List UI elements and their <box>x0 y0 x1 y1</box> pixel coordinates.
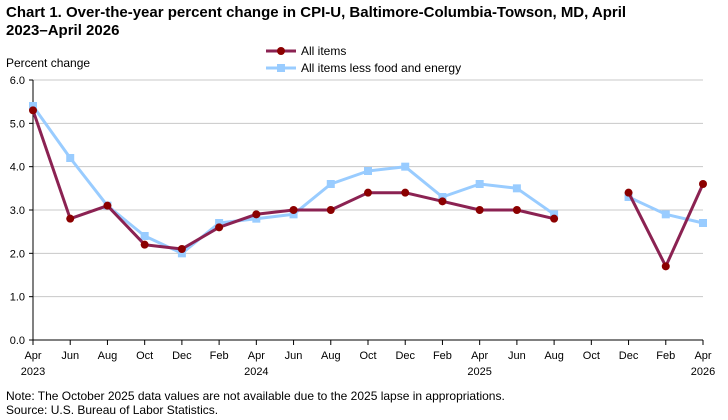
y-tick-label-0: 0.0 <box>10 335 25 347</box>
x-tick-label-11: Feb <box>433 350 452 362</box>
series-1-point-3 <box>140 232 149 240</box>
x-year-label-0: 2023 <box>21 366 45 378</box>
source-note: Source: U.S. Bureau of Labor Statistics. <box>6 403 218 417</box>
series-0-line-segment-1 <box>627 183 705 268</box>
series-1-point-7 <box>289 210 298 219</box>
series-1-line-segment-0 <box>31 105 555 255</box>
x-tick-label-9: Oct <box>359 350 376 362</box>
y-tick-labels: 0.0 1.0 2.0 3.0 4.0 5.0 6.0 <box>10 75 25 347</box>
x-tick-label-16: Dec <box>619 350 639 362</box>
series-lines <box>29 102 707 271</box>
legend: All items All items less food and energy <box>266 44 461 75</box>
y-tick-label-2: 2.0 <box>10 248 25 260</box>
series-1 <box>29 102 707 258</box>
series-0-point-9 <box>364 188 372 197</box>
series-1-point-9 <box>364 167 372 175</box>
series-0-point-8 <box>326 206 335 214</box>
series-0-point-4 <box>177 245 186 253</box>
series-0-point-14 <box>550 214 559 223</box>
x-year-label-2: 2025 <box>467 366 491 378</box>
x-tick-label-17: Feb <box>656 350 675 362</box>
x-tick-label-6: Apr <box>248 350 265 362</box>
y-tick-label-5: 5.0 <box>10 118 25 130</box>
y-tick-label-1: 1.0 <box>10 292 25 304</box>
series-0-point-16 <box>624 188 633 197</box>
axes <box>29 79 704 345</box>
x-year-label-3: 2026 <box>691 366 715 378</box>
gridlines <box>33 79 703 298</box>
series-1-point-6 <box>252 214 261 223</box>
series-1-point-12 <box>475 180 484 188</box>
y-tick-label-4: 4.0 <box>10 162 25 174</box>
series-1-point-4 <box>177 249 186 258</box>
series-1-point-8 <box>326 180 335 188</box>
series-0-point-1 <box>66 214 75 223</box>
x-tick-label-1: Jun <box>61 350 79 362</box>
x-tick-label-18: Apr <box>694 350 711 362</box>
series-0-point-10 <box>401 188 410 197</box>
series-1-point-10 <box>401 162 410 171</box>
series-0-point-12 <box>475 206 484 214</box>
series-1-point-13 <box>512 184 521 193</box>
x-tick-label-4: Dec <box>172 350 192 362</box>
series-1-point-5 <box>215 219 224 227</box>
series-0-point-5 <box>215 223 224 232</box>
y-tick-label-6: 6.0 <box>10 75 25 87</box>
y-tick-label-3: 3.0 <box>10 205 25 217</box>
x-tick-label-12: Apr <box>471 350 488 362</box>
series-1-point-0 <box>29 102 37 110</box>
series-0 <box>29 106 707 271</box>
series-0-point-6 <box>252 210 261 219</box>
legend-label-core: All items less food and energy <box>301 61 461 75</box>
series-0-point-2 <box>103 201 112 210</box>
x-tick-label-8: Aug <box>321 350 341 362</box>
series-0-point-17 <box>661 262 670 271</box>
series-1-point-17 <box>661 210 670 219</box>
series-0-point-11 <box>438 197 447 206</box>
x-year-label-1: 2024 <box>244 366 268 378</box>
series-1-point-16 <box>624 193 633 201</box>
x-tick-labels: Apr Jun Aug Oct Dec Feb Apr Jun Aug Oct Dec Feb Apr J… <box>21 350 715 378</box>
x-tick-label-5: Feb <box>210 350 229 362</box>
series-1-point-14 <box>550 210 559 219</box>
legend-marker-core <box>277 64 285 72</box>
x-tick-label-14: Aug <box>544 350 564 362</box>
series-1-point-11 <box>438 193 447 201</box>
series-0-point-18 <box>699 180 707 188</box>
x-tick-label-7: Jun <box>285 350 303 362</box>
series-0-point-3 <box>140 240 149 249</box>
x-tick-label-0: Apr <box>24 350 41 362</box>
x-tick-label-3: Oct <box>136 350 153 362</box>
y-axis-label: Percent change <box>6 56 90 70</box>
series-0-point-7 <box>289 206 298 214</box>
series-1-point-18 <box>699 219 707 227</box>
x-tick-label-2: Aug <box>98 350 118 362</box>
legend-marker-all-items <box>277 47 285 55</box>
series-0-point-13 <box>512 206 521 214</box>
x-tick-label-10: Dec <box>395 350 415 362</box>
legend-label-all-items: All items <box>301 44 346 58</box>
chart-title-line-1: Chart 1. Over-the-year percent change in… <box>6 4 626 21</box>
series-0-point-0 <box>29 106 37 115</box>
series-1-point-1 <box>66 154 75 162</box>
footnote: Note: The October 2025 data values are n… <box>6 389 505 403</box>
chart-title-line-2: 2023–April 2026 <box>6 22 119 39</box>
x-tick-label-13: Jun <box>508 350 526 362</box>
x-tick-label-15: Oct <box>583 350 600 362</box>
series-0-line-segment-0 <box>31 109 555 251</box>
